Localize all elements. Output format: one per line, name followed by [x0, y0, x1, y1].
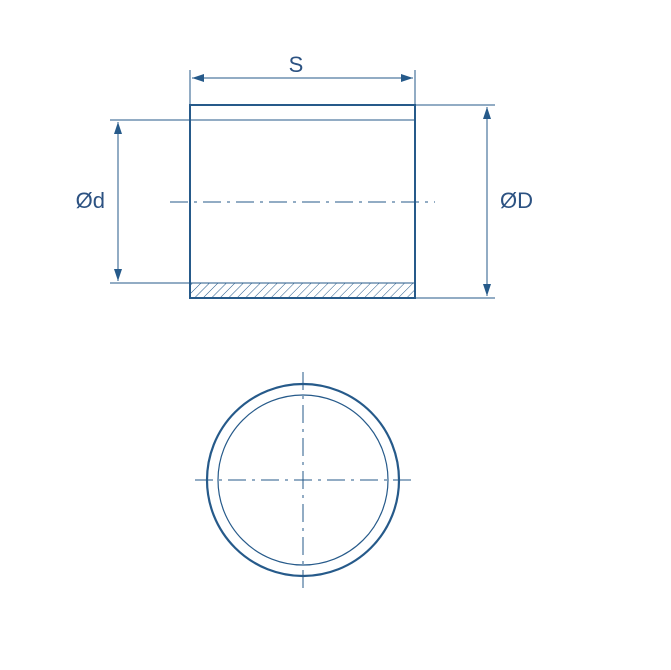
dim-D: ØD — [415, 105, 533, 298]
label-D: ØD — [500, 188, 533, 213]
top-view — [195, 372, 411, 588]
dim-S: S — [190, 52, 415, 105]
hatch-band — [190, 283, 415, 298]
side-view — [170, 105, 435, 298]
label-S: S — [289, 52, 304, 77]
label-d: Ød — [76, 188, 105, 213]
